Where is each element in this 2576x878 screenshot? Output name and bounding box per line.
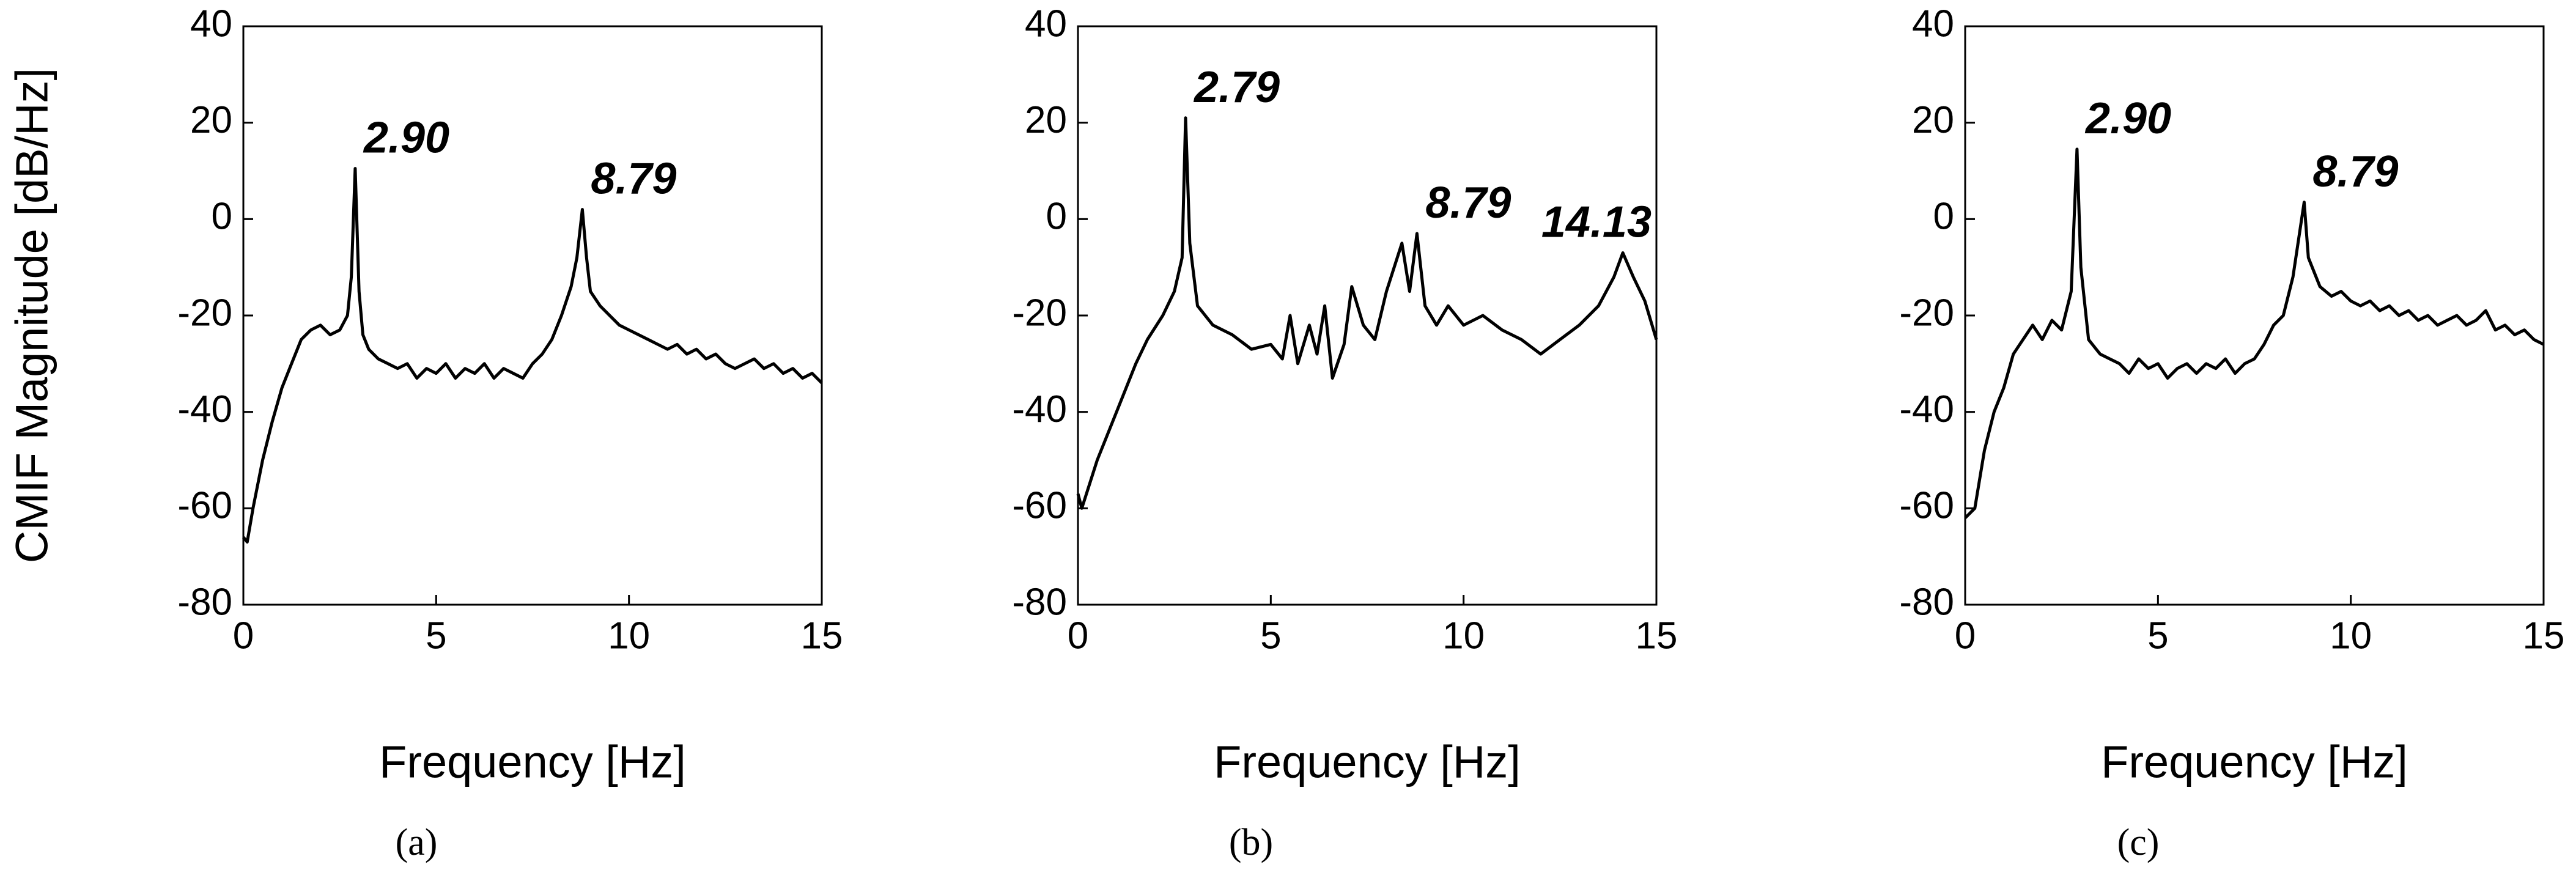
x-tick-label: 5 [2147, 614, 2168, 657]
y-tick-label: 40 [190, 2, 232, 45]
y-tick-label: -80 [177, 581, 232, 623]
y-tick-label: -80 [1012, 581, 1067, 623]
x-tick-label: 15 [801, 614, 843, 657]
peak-label: 8.79 [1425, 179, 1511, 227]
y-tick-label: 40 [1025, 2, 1067, 45]
y-tick-label: -20 [177, 292, 232, 334]
y-tick-label: 40 [1912, 2, 1954, 45]
y-tick-label: -60 [177, 485, 232, 527]
x-tick-label: 10 [608, 614, 650, 657]
y-tick-label: -40 [1899, 388, 1954, 430]
x-tick-label: 10 [1442, 614, 1485, 657]
peak-label: 8.79 [2312, 147, 2398, 196]
data-line [242, 167, 823, 544]
y-tick-label: 20 [190, 99, 232, 141]
peak-label: 2.90 [2084, 94, 2171, 143]
x-axis-label: Frequency [Hz] [1214, 737, 1521, 788]
x-tick-label: 5 [426, 614, 446, 657]
peak-label: 2.90 [363, 114, 449, 163]
peak-label: 14.13 [1541, 198, 1652, 247]
y-tick-label: -80 [1899, 581, 1954, 623]
y-tick-label: 20 [1025, 99, 1067, 141]
plot-frame [242, 25, 823, 606]
y-tick-label: -20 [1899, 292, 1954, 334]
peak-label: 2.79 [1193, 63, 1280, 112]
subplot-label: (b) [1229, 822, 1273, 863]
x-tick-label: 5 [1260, 614, 1281, 657]
y-tick-label: -40 [1012, 388, 1067, 430]
peak-label: 8.79 [591, 155, 676, 204]
y-tick-label: 20 [1912, 99, 1954, 141]
y-tick-label: -60 [1899, 485, 1954, 527]
x-tick-label: 0 [1955, 614, 1976, 657]
x-axis-label: Frequency [Hz] [2101, 737, 2408, 788]
subplot-label: (c) [2117, 822, 2160, 863]
y-tick-label: -20 [1012, 292, 1067, 334]
y-tick-label: 0 [212, 196, 232, 238]
x-tick-label: 15 [2523, 614, 2565, 657]
x-tick-label: 15 [1636, 614, 1678, 657]
y-tick-label: 0 [1046, 196, 1067, 238]
y-tick-label: -40 [177, 388, 232, 430]
y-axis-label: CMIF Magnitude [dB/Hz] [7, 68, 57, 563]
x-axis-label: Frequency [Hz] [379, 737, 686, 788]
data-line [1076, 116, 1658, 510]
x-tick-label: 10 [2330, 614, 2372, 657]
x-tick-label: 0 [233, 614, 254, 657]
y-tick-label: -60 [1012, 485, 1067, 527]
x-tick-label: 0 [1068, 614, 1088, 657]
y-tick-label: 0 [1933, 196, 1954, 238]
data-line [1964, 147, 2545, 519]
subplot-label: (a) [396, 822, 438, 863]
plot-frame [1077, 25, 1658, 606]
